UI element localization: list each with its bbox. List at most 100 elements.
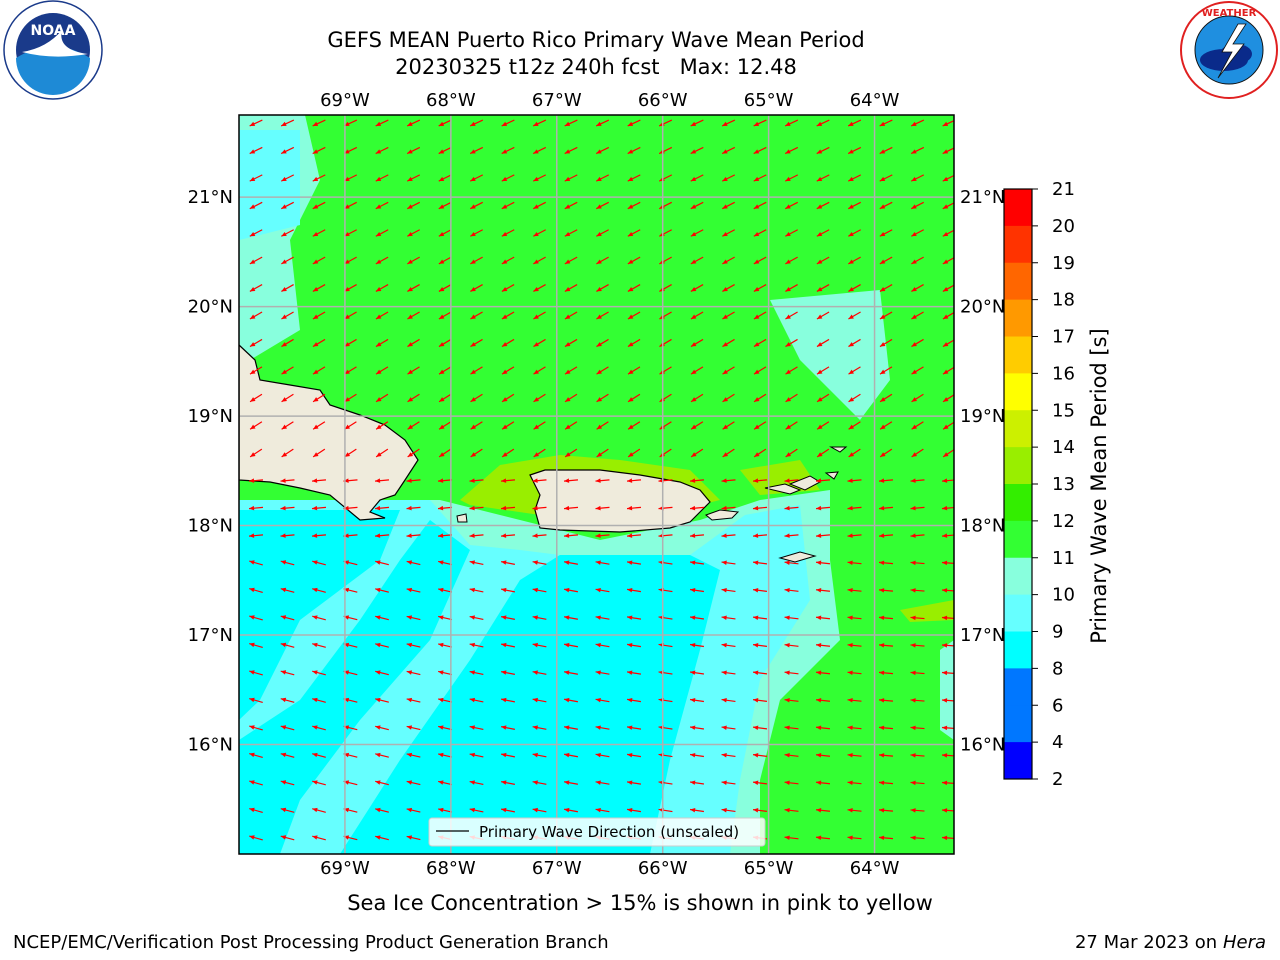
wave-arrow-head xyxy=(627,505,633,511)
wave-arrow-head xyxy=(501,752,507,758)
wave-arrow-head xyxy=(375,287,382,292)
wave-arrow-head xyxy=(312,314,319,319)
wave-arrow-head xyxy=(943,369,949,375)
wave-arrow-head xyxy=(533,342,539,347)
wave-arrow-head xyxy=(249,342,256,347)
wave-arrow-head xyxy=(438,533,444,538)
wave-arrow-head xyxy=(816,560,822,566)
svg-text:NOAA: NOAA xyxy=(31,23,76,39)
map-legend: Primary Wave Direction (unscaled) xyxy=(428,817,766,847)
wave-arrow-head xyxy=(910,615,916,621)
wave-arrow-head xyxy=(690,807,696,813)
wave-arrow-head xyxy=(628,369,634,375)
wave-arrow-head xyxy=(532,505,538,511)
wave-arrow-head xyxy=(785,259,791,264)
wave-arrow-head xyxy=(785,397,791,402)
wave-arrow-head xyxy=(438,176,445,182)
wave-arrow-head xyxy=(848,314,854,319)
colorbar-segment xyxy=(1004,373,1032,411)
wave-arrow-head xyxy=(942,698,948,703)
wave-arrow-head xyxy=(596,287,602,292)
wave-arrow-head xyxy=(722,176,728,182)
wave-arrow-head xyxy=(942,342,949,347)
wave-arrow-head xyxy=(847,478,853,483)
wave-arrow-head xyxy=(533,314,539,319)
wave-arrow-head xyxy=(627,149,634,154)
wave-arrow-head xyxy=(879,560,885,566)
wave-arrow-head xyxy=(754,452,760,457)
wave-arrow-head xyxy=(627,642,633,648)
wave-arrow-head xyxy=(595,478,601,483)
wave-arrow-head xyxy=(784,808,790,813)
wave-arrow-head xyxy=(911,452,918,457)
wave-arrow-head xyxy=(942,259,949,264)
wave-arrow-head xyxy=(375,615,381,620)
lat-tick-label: 21°N xyxy=(960,187,1005,208)
lat-tick-label: 19°N xyxy=(188,406,233,427)
wave-arrow-head xyxy=(627,259,634,264)
wave-arrow-head xyxy=(533,176,539,182)
wave-arrow-head xyxy=(753,670,759,675)
wave-arrow-head xyxy=(406,478,412,483)
wave-arrow-head xyxy=(469,780,476,785)
wave-arrow-head xyxy=(910,780,916,786)
wave-arrow-head xyxy=(532,725,538,730)
wave-arrow-head xyxy=(754,369,760,375)
wave-arrow-head xyxy=(344,452,351,457)
wave-arrow-head xyxy=(879,204,886,209)
wave-arrow-head xyxy=(722,231,728,237)
wave-arrow-head xyxy=(785,176,791,182)
wave-arrow-head xyxy=(280,587,287,593)
colorbar-tick-label: 11 xyxy=(1052,548,1075,569)
wave-arrow-head xyxy=(406,697,413,703)
wave-arrow-head xyxy=(375,560,381,565)
wave-arrow-head xyxy=(501,342,508,347)
wave-arrow-head xyxy=(376,397,382,402)
wave-arrow-head xyxy=(313,397,319,402)
wave-arrow-head xyxy=(280,670,287,675)
wave-arrow-head xyxy=(596,259,602,264)
colorbar-segment xyxy=(1004,631,1032,669)
wave-arrow-head xyxy=(942,780,948,786)
wave-arrow-head xyxy=(596,397,602,402)
wave-arrow-head xyxy=(532,697,538,703)
wave-arrow-head xyxy=(595,615,601,620)
wave-arrow-head xyxy=(564,670,570,675)
wave-arrow-head xyxy=(312,231,319,237)
wave-arrow-head xyxy=(501,259,508,264)
wave-arrow-head xyxy=(406,505,412,511)
wave-arrow-head xyxy=(816,808,822,813)
wave-arrow-head xyxy=(249,752,255,758)
wave-arrow-head xyxy=(816,725,822,731)
wave-arrow-head xyxy=(596,231,602,237)
wave-arrow-head xyxy=(847,780,853,786)
wave-arrow-head xyxy=(722,149,728,154)
wave-arrow-head xyxy=(721,533,727,538)
wave-arrow-head xyxy=(595,697,601,703)
wave-arrow-head xyxy=(753,753,759,758)
wave-arrow-head xyxy=(532,560,538,565)
wave-arrow-head xyxy=(753,287,760,292)
wave-arrow-head xyxy=(690,725,696,730)
colorbar-tick-label: 20 xyxy=(1052,216,1075,237)
wave-arrow-head xyxy=(911,259,917,264)
wave-arrow-head xyxy=(627,780,633,785)
wave-arrow-head xyxy=(376,452,382,457)
wave-arrow-head xyxy=(249,697,255,703)
wave-arrow-head xyxy=(879,149,886,154)
wave-arrow-head xyxy=(281,452,288,457)
wave-arrow-head xyxy=(406,615,413,620)
wave-arrow-head xyxy=(721,697,727,703)
wave-arrow-head xyxy=(879,808,885,813)
wave-arrow-head xyxy=(438,670,444,675)
wave-arrow-head xyxy=(469,533,475,538)
wave-arrow-head xyxy=(721,615,727,620)
wave-arrow-head xyxy=(312,342,319,347)
wave-arrow-head xyxy=(375,259,382,264)
wave-arrow-head xyxy=(281,342,287,347)
wave-arrow-head xyxy=(469,752,476,758)
wave-arrow-head xyxy=(438,121,445,126)
field-layer xyxy=(239,115,954,854)
wave-arrow-head xyxy=(879,231,886,237)
colorbar-segment xyxy=(1004,336,1032,374)
